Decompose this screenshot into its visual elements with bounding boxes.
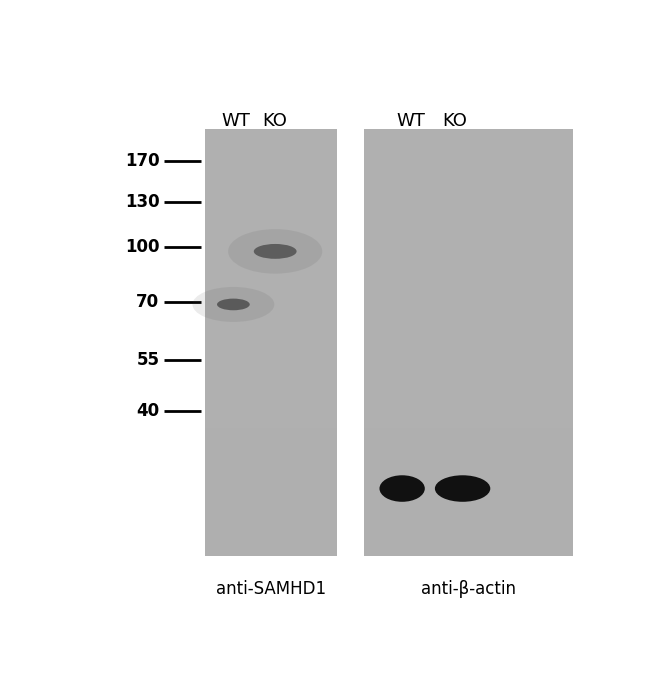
Text: 170: 170 bbox=[125, 152, 159, 170]
Text: WT: WT bbox=[396, 112, 426, 130]
FancyBboxPatch shape bbox=[365, 130, 573, 557]
FancyBboxPatch shape bbox=[205, 429, 337, 557]
Ellipse shape bbox=[435, 475, 490, 502]
Ellipse shape bbox=[380, 475, 425, 502]
Text: WT: WT bbox=[222, 112, 250, 130]
Ellipse shape bbox=[254, 244, 296, 259]
Ellipse shape bbox=[217, 298, 250, 310]
Text: KO: KO bbox=[262, 112, 287, 130]
Text: 130: 130 bbox=[125, 192, 159, 211]
Ellipse shape bbox=[192, 287, 274, 322]
Text: KO: KO bbox=[443, 112, 467, 130]
Text: 70: 70 bbox=[136, 294, 159, 311]
Text: anti-β-actin: anti-β-actin bbox=[421, 580, 516, 598]
Text: 40: 40 bbox=[136, 402, 159, 420]
Text: 100: 100 bbox=[125, 238, 159, 256]
Ellipse shape bbox=[228, 229, 322, 274]
FancyBboxPatch shape bbox=[365, 429, 573, 557]
Text: 55: 55 bbox=[136, 351, 159, 369]
Text: anti-SAMHD1: anti-SAMHD1 bbox=[216, 580, 326, 598]
FancyBboxPatch shape bbox=[205, 130, 337, 557]
